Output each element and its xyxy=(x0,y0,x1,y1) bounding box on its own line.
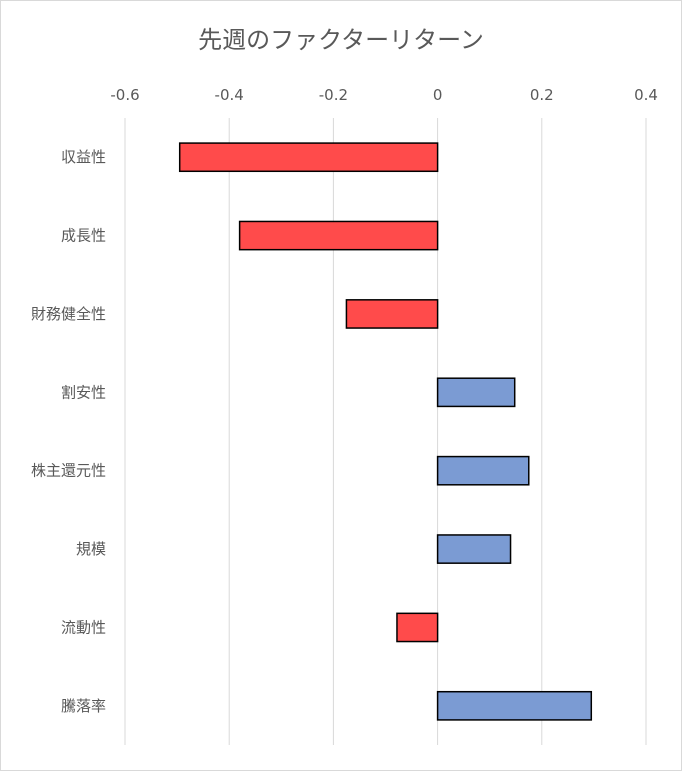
category-label: 流動性 xyxy=(61,618,106,636)
bar xyxy=(438,457,529,485)
bar xyxy=(438,378,515,406)
category-label: 収益性 xyxy=(61,148,106,166)
chart-title: 先週のファクターリターン xyxy=(198,26,484,54)
x-tick-label: 0.4 xyxy=(634,86,658,104)
bar xyxy=(438,692,592,720)
x-tick-label: 0 xyxy=(433,86,443,104)
category-label: 株主還元性 xyxy=(31,462,106,480)
category-label: 財務健全性 xyxy=(31,305,106,323)
x-tick-label: -0.4 xyxy=(215,86,244,104)
grid-layer xyxy=(125,118,646,745)
bar xyxy=(438,535,511,563)
x-tick-label: -0.2 xyxy=(319,86,348,104)
bars xyxy=(180,143,592,720)
bar xyxy=(240,221,438,249)
x-tick-label: -0.6 xyxy=(110,86,139,104)
bar xyxy=(180,143,438,171)
bar xyxy=(346,300,437,328)
category-label: 成長性 xyxy=(61,227,106,245)
category-label: 割安性 xyxy=(61,383,106,401)
category-label: 規模 xyxy=(76,540,106,558)
x-tick-label: 0.2 xyxy=(530,86,554,104)
bar xyxy=(397,613,438,641)
x-axis-ticks: -0.6 -0.4 -0.2 0 0.2 0.4 xyxy=(110,86,658,104)
category-label: 騰落率 xyxy=(61,697,106,715)
